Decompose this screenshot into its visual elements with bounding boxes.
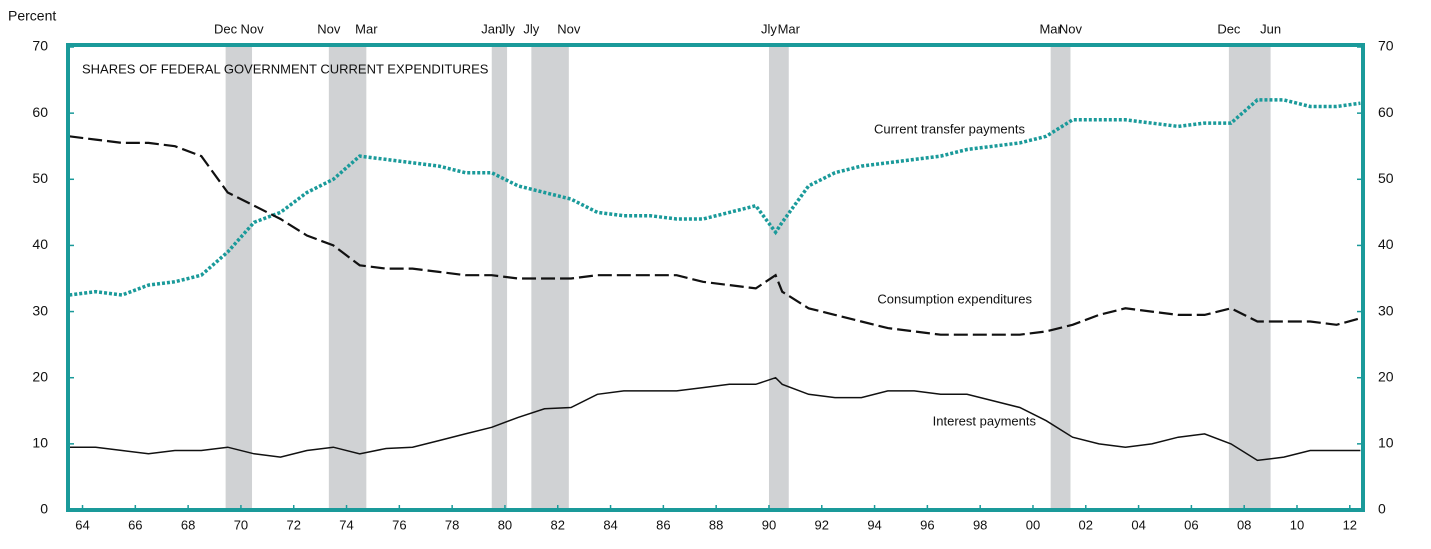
recession-band — [1228, 47, 1271, 510]
recession-band — [768, 47, 789, 510]
x-tick-label: 90 — [762, 517, 776, 532]
recession-band — [225, 47, 253, 510]
y-tick-label: 60 — [32, 104, 48, 120]
series-line — [69, 98, 1361, 297]
series-label: Consumption expenditures — [877, 291, 1032, 306]
y-axis-label: Percent — [8, 8, 56, 24]
x-tick-label: 04 — [1131, 517, 1145, 532]
x-tick-label: 06 — [1184, 517, 1198, 532]
x-tick-label: 10 — [1290, 517, 1304, 532]
x-tick-label: 66 — [128, 517, 142, 532]
recession-band — [491, 47, 508, 510]
x-tick-label: 98 — [973, 517, 987, 532]
y2-tick-label: 50 — [1378, 170, 1394, 186]
series-line — [69, 135, 1361, 336]
chart-title: SHARES OF FEDERAL GOVERNMENT CURRENT EXP… — [82, 61, 489, 76]
recession-end-label: Nov — [1059, 21, 1083, 36]
recession-end-label: Mar — [355, 21, 378, 36]
y-tick-label: 50 — [32, 170, 48, 186]
recession-band — [1050, 47, 1071, 510]
y-tick-label: 40 — [32, 236, 48, 252]
recession-start-label: Jan — [481, 21, 502, 36]
y-tick-label: 70 — [32, 38, 48, 54]
series-line — [69, 376, 1361, 462]
recession-end-label: Nov — [240, 21, 264, 36]
x-tick-label: 64 — [75, 517, 89, 532]
recession-end-label: Nov — [557, 21, 581, 36]
recession-end-label: Jly — [499, 21, 515, 36]
y-tick-label: 20 — [32, 368, 48, 384]
recession-start-label: Mar — [1039, 21, 1062, 36]
recession-start-label: Jly — [523, 21, 539, 36]
y2-tick-label: 20 — [1378, 368, 1394, 384]
recession-end-label: Mar — [778, 21, 801, 36]
y-tick-label: 10 — [32, 435, 48, 451]
x-tick-label: 78 — [445, 517, 459, 532]
series-label: Current transfer payments — [874, 121, 1026, 136]
x-tick-label: 12 — [1343, 517, 1357, 532]
plot-border — [66, 43, 1365, 512]
x-tick-label: 94 — [867, 517, 881, 532]
recession-start-label: Dec — [214, 21, 238, 36]
recession-band — [328, 47, 367, 510]
x-tick-label: 70 — [234, 517, 248, 532]
x-tick-label: 00 — [1026, 517, 1040, 532]
x-tick-label: 68 — [181, 517, 195, 532]
y2-tick-label: 40 — [1378, 236, 1394, 252]
y2-tick-label: 70 — [1378, 38, 1394, 54]
y2-tick-label: 10 — [1378, 435, 1394, 451]
x-tick-label: 96 — [920, 517, 934, 532]
x-tick-label: 88 — [709, 517, 723, 532]
x-tick-label: 08 — [1237, 517, 1251, 532]
recession-start-label: Jly — [761, 21, 777, 36]
y2-tick-label: 30 — [1378, 302, 1394, 318]
x-tick-label: 82 — [551, 517, 565, 532]
recession-start-label: Nov — [317, 21, 341, 36]
x-tick-label: 72 — [286, 517, 300, 532]
x-tick-label: 80 — [498, 517, 512, 532]
y2-tick-label: 60 — [1378, 104, 1394, 120]
y-tick-label: 30 — [32, 302, 48, 318]
y2-tick-label: 0 — [1378, 501, 1386, 517]
x-tick-label: 74 — [339, 517, 353, 532]
series-label: Interest payments — [933, 413, 1037, 428]
y-tick-label: 0 — [40, 501, 48, 517]
x-tick-label: 84 — [603, 517, 617, 532]
recession-end-label: Jun — [1260, 21, 1281, 36]
x-tick-label: 86 — [656, 517, 670, 532]
x-tick-label: 92 — [815, 517, 829, 532]
x-tick-label: 76 — [392, 517, 406, 532]
x-tick-label: 02 — [1079, 517, 1093, 532]
recession-start-label: Dec — [1217, 21, 1241, 36]
